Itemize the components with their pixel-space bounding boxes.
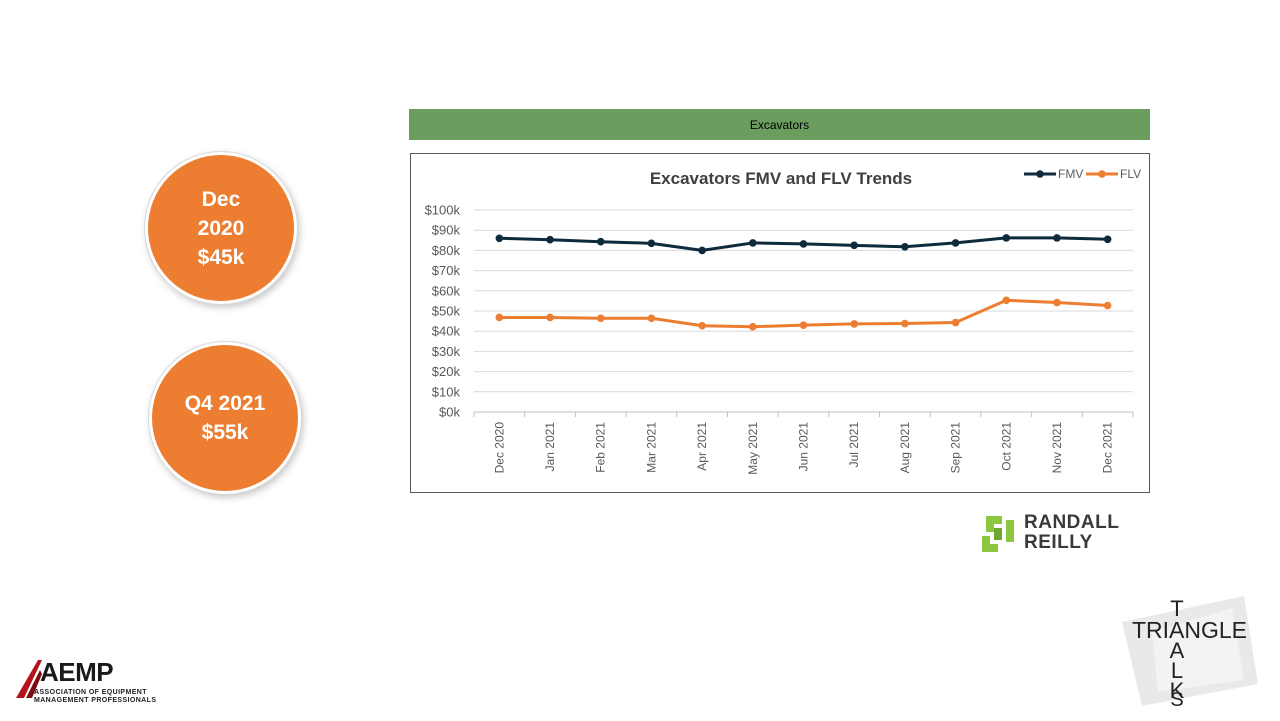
x-tick-label: Dec 2021 xyxy=(1101,422,1115,474)
y-tick-label: $20k xyxy=(432,364,461,379)
x-tick-label: May 2021 xyxy=(746,422,760,475)
triangle-talks-graphic: TRIANGLE T A L K S xyxy=(1122,596,1258,711)
x-tick-label: Feb 2021 xyxy=(594,422,608,473)
y-tick-label: $90k xyxy=(432,223,461,238)
chart-header-label: Excavators xyxy=(749,117,810,132)
data-point-fmv xyxy=(901,242,909,251)
data-point-fmv xyxy=(698,246,706,255)
x-tick-label: Dec 2020 xyxy=(492,422,506,474)
data-point-fmv xyxy=(1002,234,1011,242)
triangle-talks-logo: TRIANGLE T A L K S xyxy=(1112,592,1262,711)
randall-reilly-wordmark: RANDALL REILLY xyxy=(1024,513,1119,553)
callout-line: Dec xyxy=(201,187,241,211)
y-tick-label: $80k xyxy=(432,243,461,258)
callout-dec-2020: Dec 2020 $45k xyxy=(145,152,297,304)
x-tick-label: Mar 2021 xyxy=(644,422,658,473)
y-tick-label: $70k xyxy=(432,263,461,278)
x-tick-label: Apr 2021 xyxy=(695,422,709,471)
y-tick-label: $40k xyxy=(432,324,461,339)
talks-letter: S xyxy=(1170,689,1183,710)
talks-letter: T xyxy=(1170,596,1183,621)
talks-letter: L xyxy=(1171,658,1183,683)
aemp-subtitle-line: MANAGEMENT PROFESSIONALS xyxy=(34,697,157,704)
data-point-fmv xyxy=(1103,235,1112,244)
data-point-fmv xyxy=(596,237,605,246)
data-point-fmv xyxy=(495,234,504,243)
legend-marker-fmv xyxy=(1036,170,1044,178)
x-tick-label: Jan 2021 xyxy=(543,422,557,472)
legend-label-flv: FLV xyxy=(1120,167,1141,181)
callout-line: $45k xyxy=(197,245,245,269)
x-tick-label: Aug 2021 xyxy=(898,422,912,474)
x-tick-label: Oct 2021 xyxy=(999,422,1013,471)
talks-letter: A xyxy=(1170,638,1185,663)
chart-header-bar: Excavators xyxy=(409,109,1150,140)
callout-q4-2021: Q4 2021 $55k xyxy=(149,342,301,494)
data-point-flv xyxy=(1002,296,1011,305)
y-tick-label: $0k xyxy=(439,405,460,420)
data-point-flv xyxy=(647,314,656,323)
data-point-flv xyxy=(698,321,706,330)
data-point-flv xyxy=(1053,298,1061,307)
data-point-fmv xyxy=(799,240,808,248)
data-point-fmv xyxy=(1053,234,1061,242)
data-point-fmv xyxy=(546,235,554,244)
data-point-flv xyxy=(749,322,757,331)
randall-reilly-mark-icon xyxy=(982,516,1014,552)
data-point-flv xyxy=(901,319,909,328)
x-tick-label: Jul 2021 xyxy=(847,422,861,468)
aemp-subtitle-line: ASSOCIATION OF EQUIPMENT xyxy=(34,689,147,696)
data-point-flv xyxy=(1103,301,1112,310)
y-tick-label: $60k xyxy=(432,283,461,298)
aemp-subtitle: ASSOCIATION OF EQUIPMENT MANAGEMENT PROF… xyxy=(34,689,156,705)
aemp-swoosh-icon xyxy=(16,660,42,698)
y-tick-label: $10k xyxy=(432,384,461,399)
randall-reilly-line: RANDALL xyxy=(1024,512,1120,533)
data-point-flv xyxy=(546,313,554,322)
data-point-fmv xyxy=(749,239,757,247)
callout-line: $55k xyxy=(201,421,249,444)
data-point-flv xyxy=(850,320,858,328)
line-chart: Excavators FMV and FLV Trends $0k $10k $20k… xyxy=(425,167,1142,475)
data-point-fmv xyxy=(647,239,656,248)
data-point-fmv xyxy=(951,239,960,247)
x-tick-label: Sep 2021 xyxy=(949,422,963,474)
randall-reilly-line: REILLY xyxy=(1024,532,1093,553)
randall-reilly-logo: RANDALL REILLY xyxy=(980,513,1140,555)
data-point-flv xyxy=(495,313,504,322)
talks-letter: K xyxy=(1170,678,1185,703)
triangle-shape-inner xyxy=(1152,608,1244,692)
x-tick-label: Jun 2021 xyxy=(797,422,811,472)
legend-marker-flv xyxy=(1098,170,1106,178)
chart-container: Excavators FMV and FLV Trends $0k $10k $20k… xyxy=(410,153,1150,493)
aemp-title: AEMP xyxy=(40,657,114,687)
data-point-flv xyxy=(596,314,605,323)
y-tick-label: $100k xyxy=(425,203,461,218)
y-tick-label: $50k xyxy=(432,304,461,319)
y-tick-label: $30k xyxy=(432,344,461,359)
data-point-flv xyxy=(951,318,960,327)
aemp-logo: AEMP ASSOCIATION OF EQUIPMENT MANAGEMENT… xyxy=(14,656,159,708)
triangle-word: TRIANGLE xyxy=(1132,617,1247,643)
legend-label-fmv: FMV xyxy=(1058,167,1083,181)
data-point-flv xyxy=(799,321,808,329)
chart-title: Excavators FMV and FLV Trends xyxy=(650,169,912,188)
callout-line: Q4 2021 xyxy=(184,392,266,415)
x-tick-label: Nov 2021 xyxy=(1050,422,1064,474)
callout-line: 2020 xyxy=(197,216,245,240)
data-point-fmv xyxy=(850,241,858,250)
